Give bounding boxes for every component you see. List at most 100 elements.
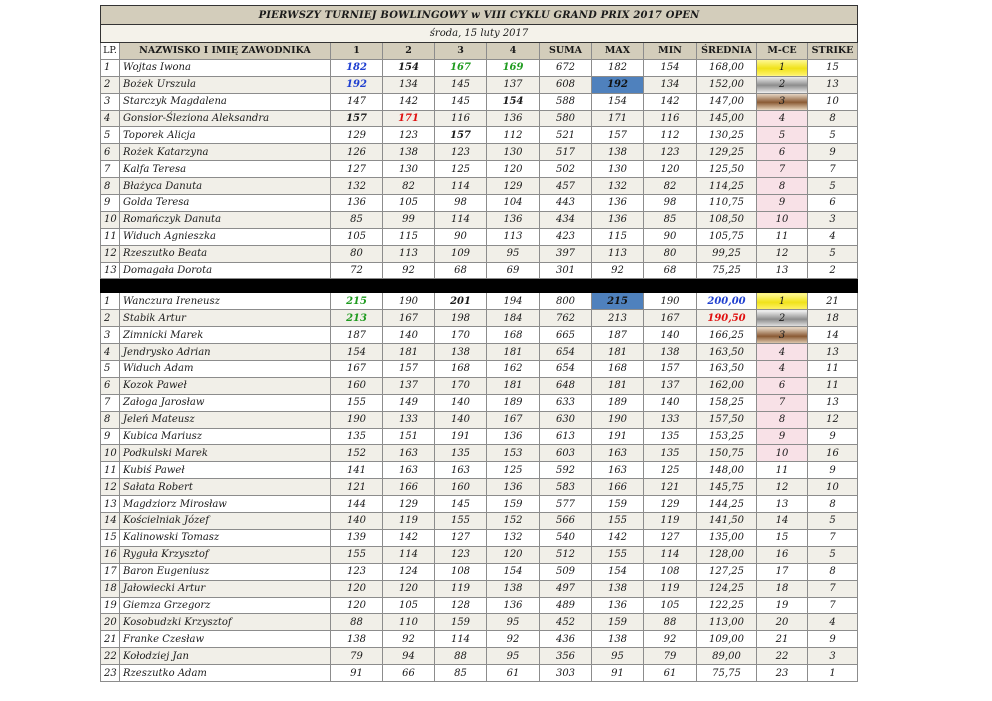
header-min: MIN <box>643 42 697 60</box>
game-2-cell: 133 <box>382 410 435 429</box>
sum-cell: 301 <box>539 261 592 280</box>
player-name: Gonsior-Śleziona Aleksandra <box>119 109 331 128</box>
player-name: Magdziorz Mirosław <box>119 495 331 514</box>
results-table: PIERWSZY TURNIEJ BOWLINGOWY w VIII CYKLU… <box>99 5 859 682</box>
strike-cell: 10 <box>806 92 859 111</box>
sum-cell: 588 <box>539 92 592 111</box>
sum-cell: 566 <box>539 512 592 530</box>
strike-cell: 16 <box>806 444 859 463</box>
min-cell: 133 <box>643 410 697 429</box>
row-number: 7 <box>100 393 120 412</box>
place-cell: 9 <box>756 194 808 212</box>
min-cell: 82 <box>643 177 697 196</box>
average-cell: 99,25 <box>696 244 757 263</box>
strike-cell: 1 <box>806 664 859 682</box>
sum-cell: 654 <box>539 360 592 378</box>
separator-bar <box>99 278 859 294</box>
row-number: 9 <box>100 427 120 446</box>
player-name: Kosobudzki Krzysztof <box>119 613 331 632</box>
game-4-cell: 136 <box>486 210 540 229</box>
game-1-cell: 140 <box>330 512 383 530</box>
strike-cell: 18 <box>806 309 859 328</box>
place-cell: 3 <box>756 92 808 111</box>
men-row: 16 Ryguła Krzysztof 155 114 123 120 512 155 114 1… <box>100 545 859 564</box>
game-3-cell: 198 <box>434 309 487 328</box>
max-cell: 168 <box>591 360 644 378</box>
min-cell: 90 <box>643 227 697 246</box>
row-number: 1 <box>100 292 120 311</box>
average-cell: 153,25 <box>696 427 757 446</box>
average-cell: 75,75 <box>696 664 757 682</box>
sum-cell: 648 <box>539 376 592 395</box>
game-1-cell: 167 <box>330 360 383 378</box>
men-row: 2 Stabik Artur 213 167 198 184 762 213 167 190,50… <box>100 309 859 328</box>
row-number: 23 <box>100 664 120 682</box>
sum-cell: 356 <box>539 647 592 666</box>
game-3-cell: 201 <box>434 292 487 311</box>
max-cell: 163 <box>591 461 644 480</box>
average-cell: 145,75 <box>696 478 757 497</box>
game-1-cell: 154 <box>330 343 383 362</box>
min-cell: 127 <box>643 528 697 547</box>
min-cell: 92 <box>643 630 697 649</box>
place-cell: 4 <box>756 343 808 362</box>
strike-cell: 13 <box>806 393 859 412</box>
game-1-cell: 215 <box>330 292 383 311</box>
strike-cell: 9 <box>806 143 859 162</box>
place-cell: 1 <box>756 292 808 311</box>
sum-cell: 654 <box>539 343 592 362</box>
row-number: 22 <box>100 647 120 666</box>
game-1-cell: 79 <box>330 647 383 666</box>
women-row: 4 Gonsior-Śleziona Aleksandra 157 171 116 136… <box>100 109 859 128</box>
min-cell: 140 <box>643 326 697 345</box>
game-3-cell: 125 <box>434 160 487 179</box>
men-row: 4 Jendrysko Adrian 154 181 138 181 654 181 138 16… <box>100 343 859 362</box>
place-cell: 12 <box>756 244 808 263</box>
women-row: 5 Toporek Alicja 129 123 157 112 521 157 112 130,… <box>100 126 859 145</box>
game-4-cell: 194 <box>486 292 540 311</box>
results-sheet: PIERWSZY TURNIEJ BOWLINGOWY w VIII CYKLU… <box>99 5 859 682</box>
average-cell: 75,25 <box>696 261 757 280</box>
game-2-cell: 163 <box>382 461 435 480</box>
game-1-cell: 120 <box>330 596 383 615</box>
place-cell: 17 <box>756 562 808 581</box>
strike-cell: 7 <box>806 579 859 598</box>
max-cell: 171 <box>591 109 644 128</box>
game-2-cell: 99 <box>382 210 435 229</box>
women-row: 9 Golda Teresa 136 105 98 104 443 136 98 110,75 9 6 <box>100 194 859 212</box>
game-4-cell: 132 <box>486 528 540 547</box>
min-cell: 105 <box>643 596 697 615</box>
max-cell: 155 <box>591 545 644 564</box>
game-2-cell: 149 <box>382 393 435 412</box>
place-cell: 6 <box>756 143 808 162</box>
sum-cell: 800 <box>539 292 592 311</box>
game-4-cell: 136 <box>486 478 540 497</box>
women-row: 3 Starczyk Magdalena 147 142 145 154 588 154 142… <box>100 92 859 111</box>
place-cell: 23 <box>756 664 808 682</box>
place-cell: 2 <box>756 309 808 328</box>
max-cell: 191 <box>591 427 644 446</box>
game-3-cell: 123 <box>434 545 487 564</box>
max-cell: 154 <box>591 92 644 111</box>
game-2-cell: 157 <box>382 360 435 378</box>
average-cell: 89,00 <box>696 647 757 666</box>
row-number: 3 <box>100 326 120 345</box>
min-cell: 123 <box>643 143 697 162</box>
row-number: 7 <box>100 160 120 179</box>
place-cell: 6 <box>756 376 808 395</box>
row-number: 2 <box>100 75 120 94</box>
max-cell: 136 <box>591 194 644 212</box>
game-3-cell: 98 <box>434 194 487 212</box>
player-name: Starczyk Magdalena <box>119 92 331 111</box>
game-2-cell: 137 <box>382 376 435 395</box>
max-cell: 192 <box>591 75 644 94</box>
place-cell: 7 <box>756 393 808 412</box>
row-number: 4 <box>100 343 120 362</box>
women-row: 12 Rzeszutko Beata 80 113 109 95 397 113 80 99,25… <box>100 244 859 263</box>
player-name: Kubiś Paweł <box>119 461 331 480</box>
average-cell: 113,00 <box>696 613 757 632</box>
min-cell: 119 <box>643 512 697 530</box>
game-2-cell: 94 <box>382 647 435 666</box>
strike-cell: 4 <box>806 227 859 246</box>
max-cell: 136 <box>591 210 644 229</box>
